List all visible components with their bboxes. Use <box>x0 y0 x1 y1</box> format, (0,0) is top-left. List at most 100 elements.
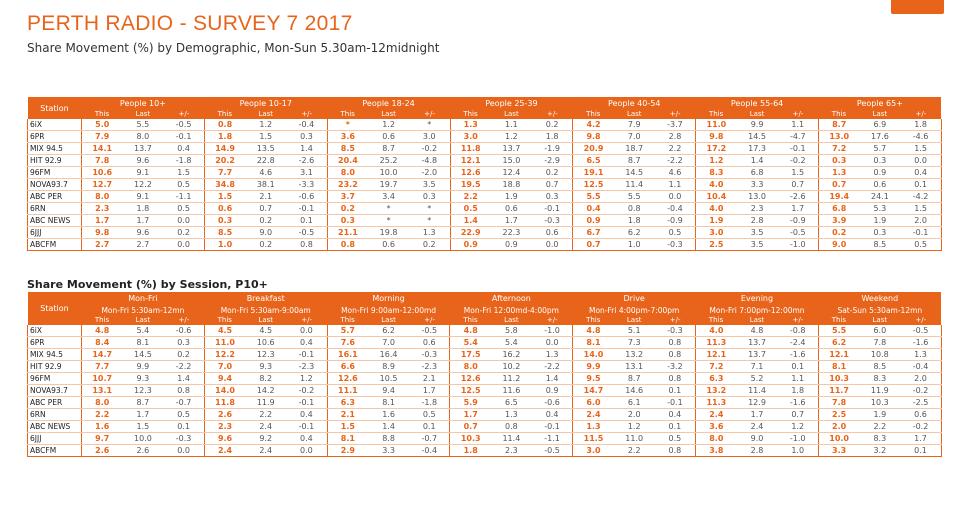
this-value: 34.8 <box>204 178 246 191</box>
change-value: 0.2 <box>409 238 451 251</box>
this-value: 7.8 <box>818 396 860 409</box>
change-value: 0.4 <box>286 336 328 349</box>
this-value: 2.3 <box>204 420 246 433</box>
change-value: 0.3 <box>163 336 205 349</box>
column-subheader: This <box>204 110 246 119</box>
this-value: 3.7 <box>327 190 369 203</box>
last-value: 14.2 <box>245 384 287 397</box>
last-value: 8.7 <box>613 154 655 167</box>
this-value: 2.4 <box>204 444 246 457</box>
this-value: 9.8 <box>695 130 737 143</box>
this-value: 12.6 <box>450 166 491 179</box>
change-value: -1.6 <box>900 336 942 349</box>
this-value: 8.0 <box>81 190 123 203</box>
last-value: 6.9 <box>859 119 901 131</box>
last-value: 1.2 <box>245 119 287 131</box>
change-value: 1.5 <box>777 166 819 179</box>
change-value: 0.0 <box>286 325 328 337</box>
change-value: 1.1 <box>777 119 819 131</box>
this-value: 0.2 <box>327 202 369 215</box>
group-header: People 18-24 <box>327 97 450 110</box>
this-value: 9.6 <box>204 432 246 445</box>
this-value: 0.8 <box>327 238 369 251</box>
this-value: 7.9 <box>81 130 123 143</box>
this-value: 11.3 <box>695 336 737 349</box>
column-subheader: +/- <box>409 110 450 119</box>
group-header: Weekend <box>818 292 942 305</box>
last-value: 1.7 <box>736 408 778 421</box>
last-value: 15.0 <box>490 154 532 167</box>
this-value: 9.8 <box>81 226 123 239</box>
group-header: People 40-54 <box>572 97 696 110</box>
column-subheader: Last <box>368 316 410 325</box>
change-value: -0.6 <box>531 396 574 409</box>
last-value: 17.3 <box>736 142 778 155</box>
last-value: 7.9 <box>613 119 655 131</box>
last-value: 1.5 <box>122 420 164 433</box>
this-value: 14.1 <box>81 142 123 155</box>
change-value: 0.1 <box>654 420 697 433</box>
last-value: 2.6 <box>122 444 164 457</box>
change-value: -2.6 <box>286 154 328 167</box>
change-value: -2.2 <box>163 360 205 373</box>
last-value: 17.6 <box>859 130 901 143</box>
change-value: -1.6 <box>777 396 819 409</box>
change-value: 0.0 <box>531 336 574 349</box>
last-value: 22.8 <box>245 154 287 167</box>
change-value: -0.4 <box>654 202 697 215</box>
table-row: 6iX 4.8 5.4 -0.6 4.5 4.5 0.0 5.7 6.2 -0.5 4.8 5.8 -1… <box>27 325 942 337</box>
change-value: * <box>409 119 451 131</box>
change-value: -0.7 <box>409 432 451 445</box>
change-value: 0.1 <box>777 360 819 373</box>
this-value: 7.8 <box>81 154 123 167</box>
change-value: -0.3 <box>531 214 574 227</box>
this-value: 8.1 <box>327 432 369 445</box>
last-value: 5.1 <box>613 325 655 337</box>
column-subheader: Last <box>859 316 901 325</box>
change-value: 0.5 <box>654 432 697 445</box>
change-value: 0.2 <box>531 119 574 131</box>
last-value: 9.1 <box>122 190 164 203</box>
change-value: 0.7 <box>777 408 819 421</box>
change-value: -0.2 <box>777 154 819 167</box>
last-value: 11.2 <box>490 372 532 385</box>
last-value: 5.5 <box>613 190 655 203</box>
change-value: 0.0 <box>163 238 205 251</box>
this-value: 4.2 <box>572 119 614 131</box>
this-value: 2.5 <box>818 408 860 421</box>
this-value: 4.5 <box>204 325 246 337</box>
change-value: * <box>409 202 451 215</box>
this-value: 5.5 <box>818 325 860 337</box>
group-time-header: Mon-Fri 7:00pm-12:00mn <box>695 305 819 316</box>
column-subheader: +/- <box>654 110 696 119</box>
last-value: 9.2 <box>245 432 287 445</box>
change-value: 0.6 <box>531 226 574 239</box>
this-value: 12.1 <box>695 348 737 361</box>
this-value: 1.8 <box>204 130 246 143</box>
change-value: -2.5 <box>900 396 942 409</box>
this-value: 0.5 <box>450 202 491 215</box>
last-value: 8.9 <box>368 360 410 373</box>
last-value: 0.2 <box>245 238 287 251</box>
last-value: 5.7 <box>859 142 901 155</box>
group-time-header: Mon-Fri 9:00am-12:00md <box>327 305 450 316</box>
change-value: -3.3 <box>286 178 328 191</box>
last-value: * <box>368 214 410 227</box>
this-value: 10.6 <box>81 166 123 179</box>
this-value: 8.1 <box>818 360 860 373</box>
change-value: 1.1 <box>654 178 697 191</box>
this-value: 12.5 <box>572 178 614 191</box>
change-value: -0.9 <box>777 214 819 227</box>
change-value: 1.4 <box>286 142 328 155</box>
column-subheader: +/- <box>777 110 819 119</box>
last-value: 3.3 <box>368 444 410 457</box>
this-value: 3.8 <box>695 444 737 457</box>
this-value: 8.0 <box>695 432 737 445</box>
this-value: 13.2 <box>695 384 737 397</box>
table-row: ABCFM 2.7 2.7 0.0 1.0 0.2 0.8 0.8 0.6 0.2 0.9 0.9 0.… <box>27 238 942 251</box>
station-name: ABCFM <box>27 238 82 251</box>
change-value: -1.8 <box>163 154 205 167</box>
column-subheader: +/- <box>900 110 942 119</box>
this-value: 8.0 <box>81 396 123 409</box>
last-value: 10.2 <box>490 360 532 373</box>
